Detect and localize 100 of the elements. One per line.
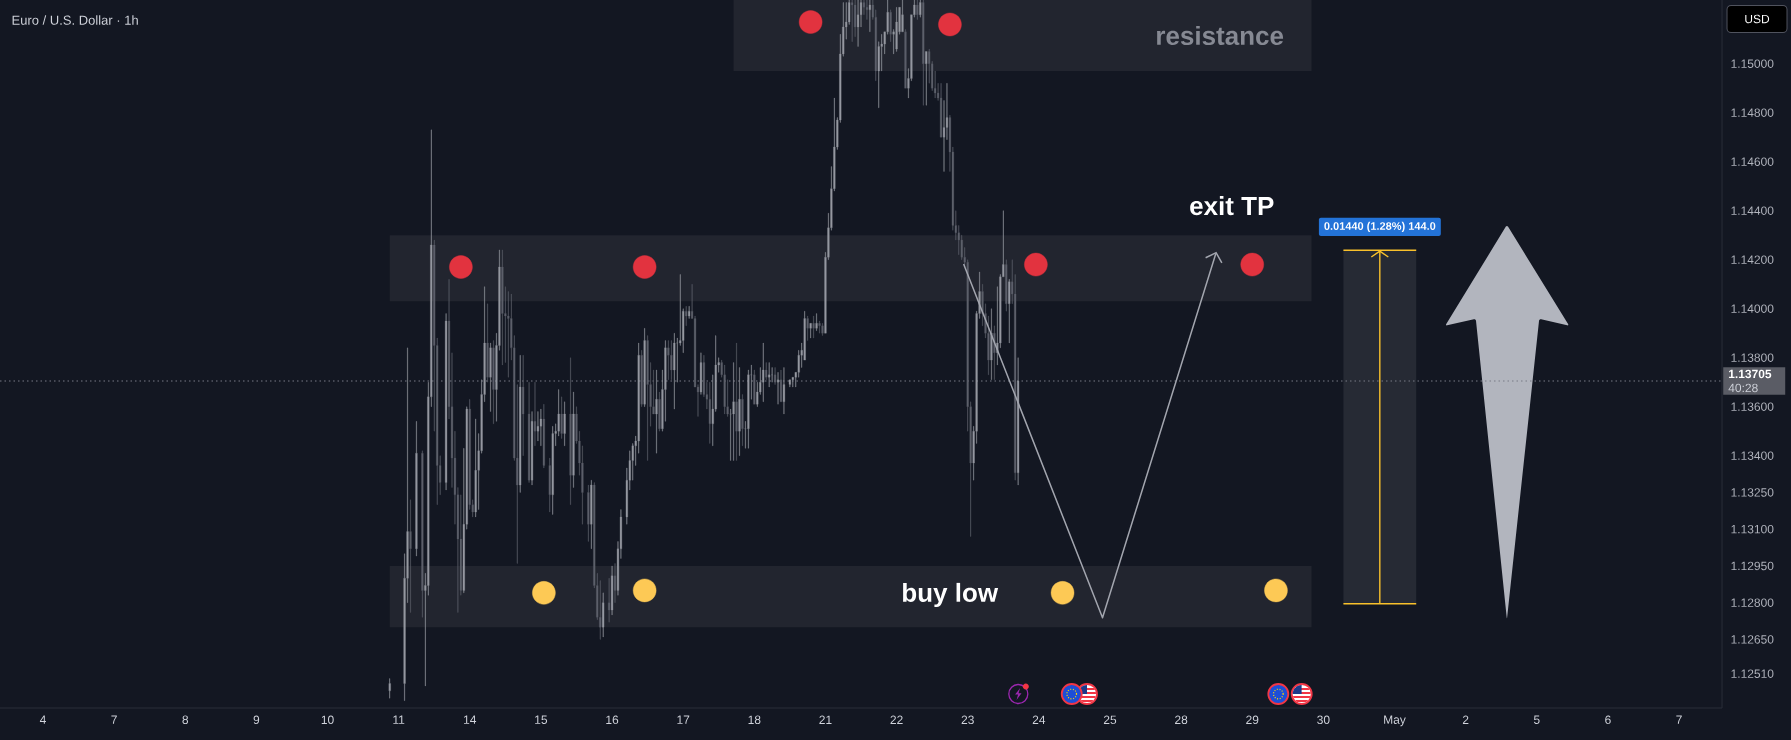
x-tick-label: 17: [677, 715, 690, 724]
x-tick-label: 2: [1462, 715, 1469, 724]
candlestick: [608, 578, 611, 623]
candlestick: [1005, 259, 1008, 312]
candlestick: [904, 29, 907, 89]
y-tick-label: 1.13600: [1731, 402, 1774, 411]
y-tick-label: 1.12950: [1731, 561, 1774, 571]
point: [632, 255, 657, 279]
candlestick: [774, 367, 777, 385]
candlestick: [590, 480, 593, 549]
x-tick-label: 7: [111, 715, 117, 724]
candlestick: [673, 333, 676, 410]
candlestick: [688, 306, 691, 319]
candlestick: [865, 0, 868, 20]
candlestick: [812, 315, 815, 339]
candlestick: [940, 83, 943, 138]
y-axis-title: USD: [1745, 14, 1770, 24]
candlestick: [522, 355, 525, 456]
candlestick: [889, 9, 892, 42]
candlestick: [901, 0, 904, 32]
y-tick-label: 1.12800: [1731, 598, 1774, 607]
candlestick: [530, 411, 534, 486]
candlestick: [551, 426, 554, 515]
candlestick: [587, 484, 590, 542]
candlestick: [655, 369, 658, 454]
candlestick: [613, 563, 617, 603]
x-tick-label: 10: [321, 715, 334, 725]
text: 40:28: [1728, 383, 1758, 393]
candlestick: [388, 678, 391, 699]
candlestick: [658, 391, 661, 432]
candlestick: [501, 249, 504, 366]
candlestick: [569, 357, 572, 505]
candlestick: [857, 0, 860, 47]
candlestick: [421, 450, 424, 618]
point: [798, 10, 823, 34]
y-tick-label: 1.13250: [1731, 488, 1774, 497]
x-tick-label: May: [1384, 715, 1406, 727]
candlestick: [542, 404, 545, 469]
candlestick: [611, 565, 614, 616]
x-tick-label: 4: [39, 715, 46, 724]
candlestick: [925, 51, 928, 106]
candlestick: [916, 0, 919, 20]
annotation: 0.01440 (1.28%) 144.0: [1324, 221, 1436, 233]
candlestick: [415, 421, 418, 557]
candlestick: [548, 457, 551, 513]
candlestick: [699, 352, 702, 395]
candlestick: [489, 342, 492, 412]
x-tick-label: 21: [819, 715, 832, 724]
point: [1050, 581, 1075, 605]
y-tick-label: 1.14000: [1731, 304, 1774, 313]
x-tick-label: 15: [535, 715, 548, 724]
point: [1024, 252, 1048, 277]
ref-line-label: 1.13705: [1728, 369, 1772, 379]
candlestick: [1008, 279, 1011, 344]
candlestick: [539, 408, 542, 447]
annotation: buy low: [903, 582, 999, 608]
y-tick-label: 1.14600: [1731, 157, 1774, 166]
candlestick: [922, 0, 925, 106]
y-tick-label: 1.13400: [1731, 451, 1774, 460]
x-tick-label: 18: [748, 715, 761, 725]
y-tick-label: 1.12510: [1731, 669, 1774, 678]
candlestick: [809, 323, 812, 339]
x-tick-label: 28: [1175, 715, 1188, 725]
band-label: resistance: [1157, 25, 1284, 46]
candlestick: [409, 499, 412, 613]
x-tick-label: 23: [961, 715, 974, 725]
x-tick-label: 16: [606, 715, 619, 725]
x-tick-label: 14: [464, 715, 477, 724]
x-tick-label: 25: [1103, 715, 1117, 725]
candlestick: [738, 367, 741, 456]
candlestick: [667, 340, 670, 380]
candlestick: [895, 7, 898, 52]
candlestick: [782, 367, 785, 415]
candlestick: [919, 0, 922, 18]
candlestick: [818, 320, 821, 334]
point: [449, 255, 473, 279]
y-tick-label: 1.14800: [1731, 108, 1774, 117]
candlestick: [741, 394, 744, 447]
y-tick-label: 1.12650: [1731, 635, 1774, 644]
candlestick: [708, 382, 711, 444]
x-tick-label: 22: [890, 715, 903, 724]
candlestick: [572, 391, 575, 488]
candlestick: [486, 303, 489, 383]
point: [1264, 578, 1288, 603]
point: [532, 581, 556, 605]
candlestick: [563, 401, 566, 447]
candlestick: [735, 342, 738, 461]
x-tick-label: 6: [1605, 715, 1611, 725]
candlestick: [670, 340, 673, 380]
x-tick-label: 8: [182, 715, 189, 725]
candlestick: [806, 315, 809, 341]
candlestick: [474, 418, 477, 518]
candlestick: [602, 592, 605, 638]
candlestick: [1017, 357, 1020, 486]
x-tick-label: 5: [1533, 715, 1540, 724]
candlestick: [646, 335, 649, 461]
point: [1240, 252, 1264, 277]
candlestick: [768, 362, 771, 388]
candlestick: [788, 379, 791, 388]
x-tick-label: 11: [393, 715, 405, 724]
